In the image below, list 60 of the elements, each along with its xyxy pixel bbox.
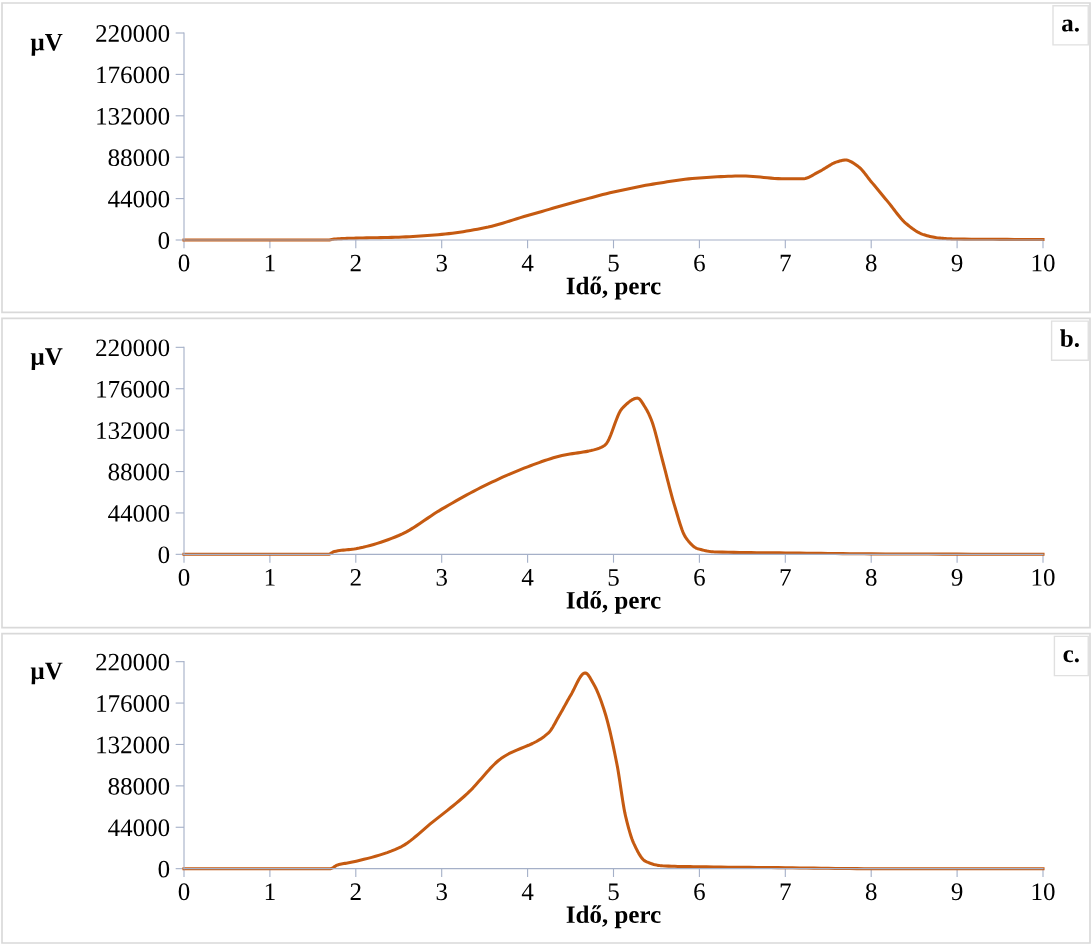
y-tick-label: 176000 <box>97 380 170 398</box>
y-tick-label: 220000 <box>96 25 170 42</box>
x-tick-label: 3 <box>436 254 447 272</box>
y-tick-label: 176000 <box>97 695 170 712</box>
y-tick-label: 44000 <box>108 504 170 522</box>
x-tick-label: 1 <box>265 569 275 586</box>
y-tick-label: 88000 <box>108 149 170 167</box>
x-tick-label: 0 <box>178 568 190 586</box>
y-tick-label: 44000 <box>108 819 170 837</box>
x-tick-label: 5 <box>608 569 619 586</box>
x-tick-label: 3 <box>436 883 447 901</box>
x-tick-label: 9 <box>951 569 963 586</box>
x-tick-label: 4 <box>521 569 534 586</box>
x-tick-label: 6 <box>694 569 705 586</box>
x-tick-label: 2 <box>350 569 361 586</box>
y-tick-label: 132000 <box>97 107 170 125</box>
y-tick-label: 44000 <box>108 190 170 208</box>
y-tick-label: 0 <box>158 860 170 878</box>
y-tick-label: 88000 <box>108 777 170 795</box>
y-tick-label: 0 <box>158 232 170 249</box>
x-tick-label: 10 <box>1032 883 1055 901</box>
text: a. <box>1062 19 1079 32</box>
x-tick-label: 0 <box>178 883 190 901</box>
x-tick-label: 0 <box>178 254 190 272</box>
x-tick-label: 10 <box>1032 254 1055 272</box>
x-tick-label: 2 <box>350 883 361 900</box>
x-tick-label: 3 <box>436 569 447 586</box>
y-axis-title: µV <box>30 348 63 371</box>
x-tick-label: 8 <box>865 254 877 272</box>
y-tick-label: 176000 <box>97 66 170 84</box>
y-tick-label: 220000 <box>96 339 170 357</box>
y-tick-label: 0 <box>158 546 170 564</box>
x-tick-label: 9 <box>951 883 963 901</box>
x-axis-title: Idő, perc <box>566 590 661 614</box>
x-tick-label: 2 <box>350 254 361 272</box>
y-axis-title: µV <box>30 662 63 685</box>
x-tick-label: 9 <box>951 254 963 272</box>
x-tick-label: 7 <box>780 569 791 586</box>
x-tick-label: 8 <box>865 568 877 586</box>
x-tick-label: 6 <box>694 254 705 272</box>
y-tick-label: 220000 <box>96 653 170 671</box>
x-tick-label: 7 <box>780 254 791 272</box>
x-axis-title: Idő, perc <box>566 905 661 929</box>
x-tick-label: 5 <box>608 883 619 901</box>
x-tick-label: 6 <box>694 883 705 901</box>
y-axis-title: µV <box>30 33 63 56</box>
y-tick-label: 132000 <box>97 422 170 440</box>
x-tick-label: 1 <box>265 883 275 900</box>
y-tick-label: 132000 <box>97 736 170 754</box>
x-tick-label: 4 <box>521 883 534 900</box>
text: c. <box>1063 650 1079 663</box>
x-tick-label: 8 <box>865 883 877 901</box>
x-axis-title: Idő, perc <box>566 276 661 300</box>
y-tick-label: 88000 <box>108 463 170 481</box>
x-tick-label: 5 <box>608 254 619 272</box>
x-tick-label: 7 <box>780 883 791 900</box>
x-tick-label: 4 <box>521 254 534 272</box>
x-tick-label: 1 <box>265 254 275 272</box>
x-tick-label: 10 <box>1032 568 1055 586</box>
text: b. <box>1060 329 1079 348</box>
